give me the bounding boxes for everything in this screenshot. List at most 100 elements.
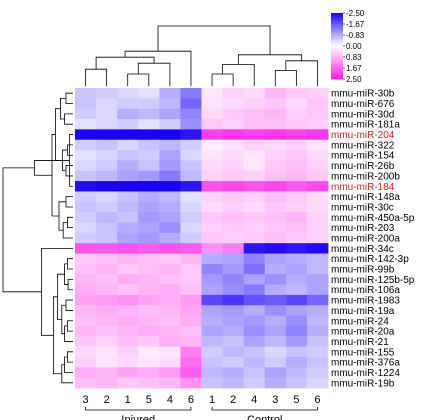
heatmap-cell [159,88,181,99]
row-label: mmu-miR-376a [331,358,400,369]
heatmap-cell [222,356,245,368]
heatmap-cell [180,129,202,141]
heatmap-cell [180,356,202,368]
heatmap-cell [180,98,202,110]
heatmap-cell [117,108,139,120]
heatmap-cell [201,222,223,234]
heatmap-cell [243,263,266,275]
heatmap-cell [138,170,160,182]
heatmap-cell [243,170,266,182]
row-label: mmu-miR-106a [331,285,400,296]
heatmap-cell [222,315,245,327]
legend-swatch [331,46,343,49]
heatmap-cell [285,191,308,203]
heatmap-cell [117,119,139,130]
heatmap-cell [117,139,139,151]
heatmap-cell [96,274,118,285]
column-label: 6 [188,394,194,406]
heatmap-cell [222,377,245,389]
heatmap-cell [222,108,245,120]
row-label: mmu-miR-203 [331,223,395,234]
row-label: mmu-miR-200a [331,234,400,245]
heatmap-cell [201,150,223,161]
heatmap-cell [159,325,181,337]
heatmap-cell [159,108,181,120]
heatmap-cell [75,263,97,275]
dendrogram-branch [61,364,73,384]
heatmap-cell [285,88,308,99]
column-label: 4 [251,394,257,406]
heatmap-cell [75,356,97,368]
column-label: 2 [230,394,236,406]
group-label: Injured [121,414,155,420]
heatmap-cell [243,253,266,265]
heatmap-cell [306,181,329,192]
heatmap-cell [264,108,287,120]
row-label: mmu-miR-30d [331,109,394,120]
heatmap-cell [159,315,181,327]
heatmap-cell [117,232,139,244]
heatmap-cell [75,253,97,265]
heatmap-cell [243,356,266,368]
heatmap-cell [222,129,245,141]
dendrogram-branch [65,92,73,104]
heatmap-cell [159,201,181,213]
heatmap-cell [285,377,308,389]
heatmap-cell [180,139,202,151]
heatmap-cell [222,150,245,161]
heatmap-cell [75,367,97,379]
heatmap-cell [243,377,266,389]
heatmap-cell [117,274,139,285]
heatmap-cell [159,356,181,368]
heatmap-cell [285,243,308,254]
heatmap-cell [180,191,202,203]
heatmap-cell [138,243,160,254]
heatmap-cell [222,253,245,265]
column-label: 2 [104,394,110,406]
heatmap-cell [243,243,266,254]
heatmap-cell [306,160,329,172]
heatmap-cell [201,139,223,151]
row-label: mmu-miR-24 [331,316,389,327]
heatmap-cell [264,263,287,275]
legend-tick-label: 1.67 [346,64,362,73]
heatmap-cell [159,243,181,254]
heatmap-cell [306,232,329,244]
row-label: mmu-miR-1983 [331,296,400,307]
dendrogram-branch [67,216,73,229]
dendrogram-branch [67,258,73,270]
heatmap-cell [243,305,266,316]
row-label: mmu-miR-155 [331,347,395,358]
legend-swatch [331,43,343,47]
row-label: mmu-miR-322 [331,140,395,151]
heatmap-cell [201,284,223,296]
legend-swatch [331,57,343,60]
row-label: mmu-miR-676 [331,99,395,110]
dendrogram-branch [64,113,73,125]
group-label: Control [247,414,282,420]
legend-swatch [331,30,343,34]
heatmap-cell [75,181,97,192]
column-label: 5 [146,394,152,406]
heatmap-cell [96,170,118,182]
heatmap-cell [264,212,287,223]
column-labels: 3 2 1 5 4 6 1 2 4 3 5 6 [82,394,320,406]
heatmap-cell [243,191,266,203]
heatmap-cell [96,336,118,348]
legend-swatch [331,32,343,36]
heatmap-cell [285,108,308,120]
heatmap-cell [243,98,266,110]
heatmap-cell [96,139,118,151]
heatmap-cell [96,232,118,244]
heatmap-cell [180,305,202,316]
heatmap-cell [180,253,202,265]
heatmap-cell [96,108,118,120]
heatmap-cell [222,191,245,203]
dendrogram-branch [60,97,66,120]
heatmap-cell [159,191,181,203]
heatmap-cell [222,367,245,379]
dendrogram-branch [127,73,150,86]
dendrogram-branch [124,50,192,86]
heatmap-cell [264,191,287,203]
heatmap-cell [201,336,223,348]
